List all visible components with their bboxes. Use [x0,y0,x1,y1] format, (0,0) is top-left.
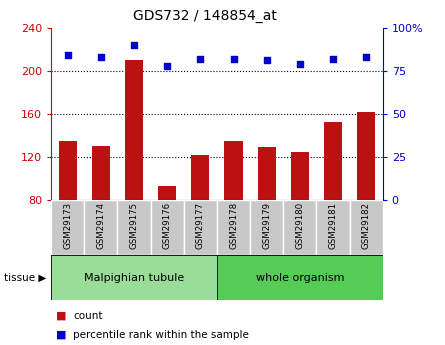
Text: count: count [73,311,103,321]
Bar [85,200,117,255]
Text: GSM29174: GSM29174 [97,202,105,249]
Point [164,63,171,68]
Point [130,42,138,48]
Text: tissue ▶: tissue ▶ [4,273,47,283]
Bar [158,186,176,200]
Point [64,52,71,58]
Text: GSM29179: GSM29179 [262,202,271,249]
Bar [125,60,143,200]
Text: ■: ■ [56,330,66,339]
Bar [150,200,184,255]
Text: GDS732 / 148854_at: GDS732 / 148854_at [133,9,277,23]
Point [363,54,370,60]
Bar [357,112,375,200]
Text: Malpighian tubule: Malpighian tubule [84,273,184,283]
Text: GSM29175: GSM29175 [129,202,138,249]
Bar [258,147,276,200]
Bar [217,255,383,300]
Bar [92,146,110,200]
Text: GSM29177: GSM29177 [196,202,205,249]
Bar [184,200,217,255]
Bar [250,200,283,255]
Bar [51,255,217,300]
Point [230,56,237,61]
Text: GSM29180: GSM29180 [295,202,304,249]
Bar [324,122,342,200]
Text: percentile rank within the sample: percentile rank within the sample [73,330,249,339]
Text: GSM29178: GSM29178 [229,202,238,249]
Bar [59,141,77,200]
Bar [51,200,85,255]
Text: whole organism: whole organism [255,273,344,283]
Point [329,56,336,61]
Bar [283,200,316,255]
Bar [291,151,309,200]
Text: GSM29176: GSM29176 [163,202,172,249]
Bar [191,155,210,200]
Point [197,56,204,61]
Bar [316,200,350,255]
Text: GSM29173: GSM29173 [63,202,72,249]
Point [97,54,105,60]
Point [296,61,303,67]
Point [263,58,270,63]
Bar [224,141,243,200]
Text: GSM29181: GSM29181 [328,202,337,249]
Text: ■: ■ [56,311,66,321]
Bar [117,200,150,255]
Bar [350,200,383,255]
Bar [217,200,250,255]
Text: GSM29182: GSM29182 [362,202,371,249]
